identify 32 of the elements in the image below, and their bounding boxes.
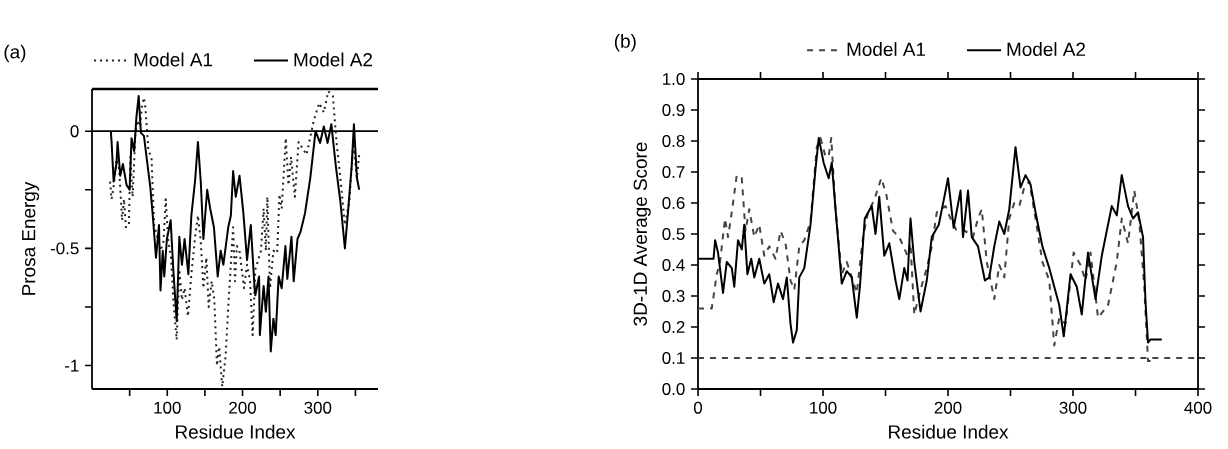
x-tick-label: 400 xyxy=(1184,401,1212,414)
y-tick-label: 1.0 xyxy=(663,73,685,85)
y-tick-label: 0 xyxy=(70,125,79,138)
y-tick-label: 0.8 xyxy=(662,135,685,147)
legend-label: Model A1 xyxy=(847,42,926,57)
x-tick-label: 300 xyxy=(304,401,332,414)
y-tick-label: 0.0 xyxy=(662,383,685,395)
x-tick-label: 100 xyxy=(810,401,837,414)
y-axis-title: Prosa Energy xyxy=(22,181,40,295)
x-tick-label: 200 xyxy=(229,401,256,414)
legend-label: Model A2 xyxy=(1007,42,1086,57)
y-tick-label: -0.5 xyxy=(50,242,79,255)
y-tick-label: 0.3 xyxy=(662,290,685,302)
y-tick-label: 0.7 xyxy=(662,166,685,178)
y-axis-title: 3D-1D Average Score xyxy=(633,142,651,326)
x-tick-label: 200 xyxy=(934,401,962,414)
legend-label: Model A1 xyxy=(134,52,213,67)
y-tick-label: 0.4 xyxy=(662,259,685,271)
x-tick-label: 300 xyxy=(1059,401,1087,414)
chart-title: (a) xyxy=(4,44,26,63)
x-tick-label: 100 xyxy=(154,401,181,414)
x-axis-title: Residue Index xyxy=(889,424,1009,439)
chart-title: (b) xyxy=(614,33,636,52)
legend-label: Model A2 xyxy=(294,52,373,67)
y-tick-label: 0.9 xyxy=(662,104,685,116)
y-tick-label: 0.1 xyxy=(662,352,685,364)
y-tick-label: -1 xyxy=(64,359,79,372)
y-tick-label: 0.6 xyxy=(662,197,685,209)
y-tick-label: 0.2 xyxy=(662,321,685,333)
x-tick-label: 0 xyxy=(693,401,703,414)
y-tick-label: 0.5 xyxy=(662,228,685,240)
x-axis-title: Residue Index xyxy=(176,424,296,439)
